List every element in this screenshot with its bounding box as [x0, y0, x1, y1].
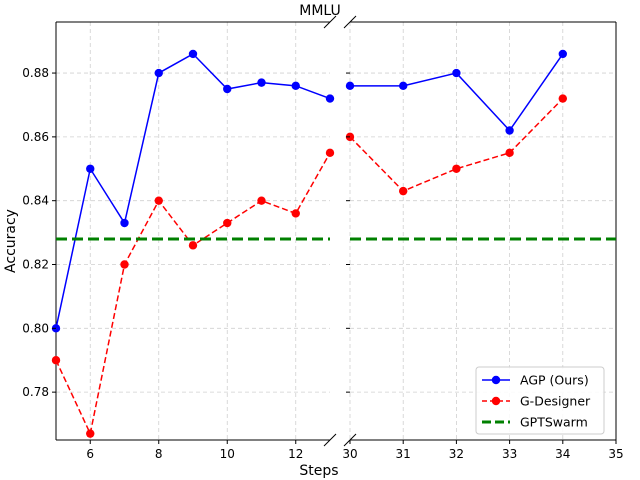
data-point — [188, 241, 198, 250]
data-point — [325, 148, 335, 158]
data-point — [120, 218, 129, 228]
legend-marker — [491, 375, 501, 385]
x-tick-label: 32 — [449, 447, 464, 461]
x-tick-label: 8 — [155, 447, 163, 461]
ticks: 0.78 0.80 0.82 0.84 0.86 0.88 6 8 10 12 30 31 32 33 34… — [22, 66, 623, 461]
data-point — [86, 164, 95, 173]
series-line — [55, 152, 331, 436]
x-tick-label: 33 — [502, 447, 517, 461]
y-tick-label: 0.80 — [22, 321, 49, 335]
data-point — [325, 94, 335, 103]
data-point — [223, 218, 232, 228]
data-point — [257, 196, 266, 205]
data-point — [291, 81, 300, 91]
legend-entry: GPTSwarm — [482, 415, 588, 430]
data-point — [399, 81, 408, 91]
legend-entry: AGP (Ours) — [482, 373, 589, 388]
x-tick-label: 6 — [86, 447, 94, 461]
data-point — [452, 164, 461, 173]
y-tick-label: 0.84 — [22, 194, 49, 208]
y-tick-label: 0.78 — [22, 385, 49, 399]
data-point — [188, 49, 198, 59]
legend-frame — [475, 366, 605, 435]
series-g-designer — [51, 94, 567, 438]
data-point — [399, 186, 408, 196]
axis-break-marks — [323, 15, 357, 447]
legend-entry: G-Designer — [482, 394, 591, 409]
data-point — [291, 209, 300, 218]
chart-title: MMLU — [299, 3, 341, 19]
y-tick-label: 0.86 — [22, 130, 49, 144]
data-point — [505, 126, 514, 135]
legend: AGP (Ours) G-Designer GPTSwarm — [475, 366, 605, 435]
data-point — [558, 49, 567, 59]
x-tick-label: 10 — [220, 447, 235, 461]
data-point — [154, 196, 163, 205]
data-point — [505, 148, 514, 158]
data-point — [154, 68, 163, 78]
panel-frames — [55, 21, 617, 441]
x-tick-label: 34 — [555, 447, 570, 461]
x-tick-label: 31 — [396, 447, 411, 461]
series-line — [349, 98, 564, 193]
break-mark — [343, 15, 357, 29]
series-layer — [51, 49, 616, 438]
legend-label: G-Designer — [520, 394, 591, 409]
break-mark — [343, 433, 357, 447]
data-point — [86, 429, 95, 438]
data-point — [558, 94, 567, 103]
x-tick-label: 30 — [342, 447, 357, 461]
data-point — [257, 78, 266, 87]
y-tick-label: 0.88 — [22, 66, 49, 80]
series-line — [55, 52, 331, 329]
y-tick-label: 0.82 — [22, 258, 49, 272]
break-mark — [323, 433, 337, 447]
data-point — [51, 356, 61, 365]
data-point — [452, 68, 461, 78]
data-point — [223, 84, 232, 94]
y-axis-label: Accuracy — [3, 209, 19, 273]
x-axis-label: Steps — [299, 463, 338, 479]
x-tick-label: 12 — [288, 447, 303, 461]
legend-marker — [491, 396, 501, 406]
series-agp-ours — [51, 49, 567, 333]
legend-label: AGP (Ours) — [520, 373, 589, 388]
break-mark — [323, 15, 337, 29]
x-tick-label: 35 — [608, 447, 623, 461]
legend-label: GPTSwarm — [520, 415, 588, 430]
data-point — [120, 260, 129, 269]
data-point — [345, 81, 355, 91]
